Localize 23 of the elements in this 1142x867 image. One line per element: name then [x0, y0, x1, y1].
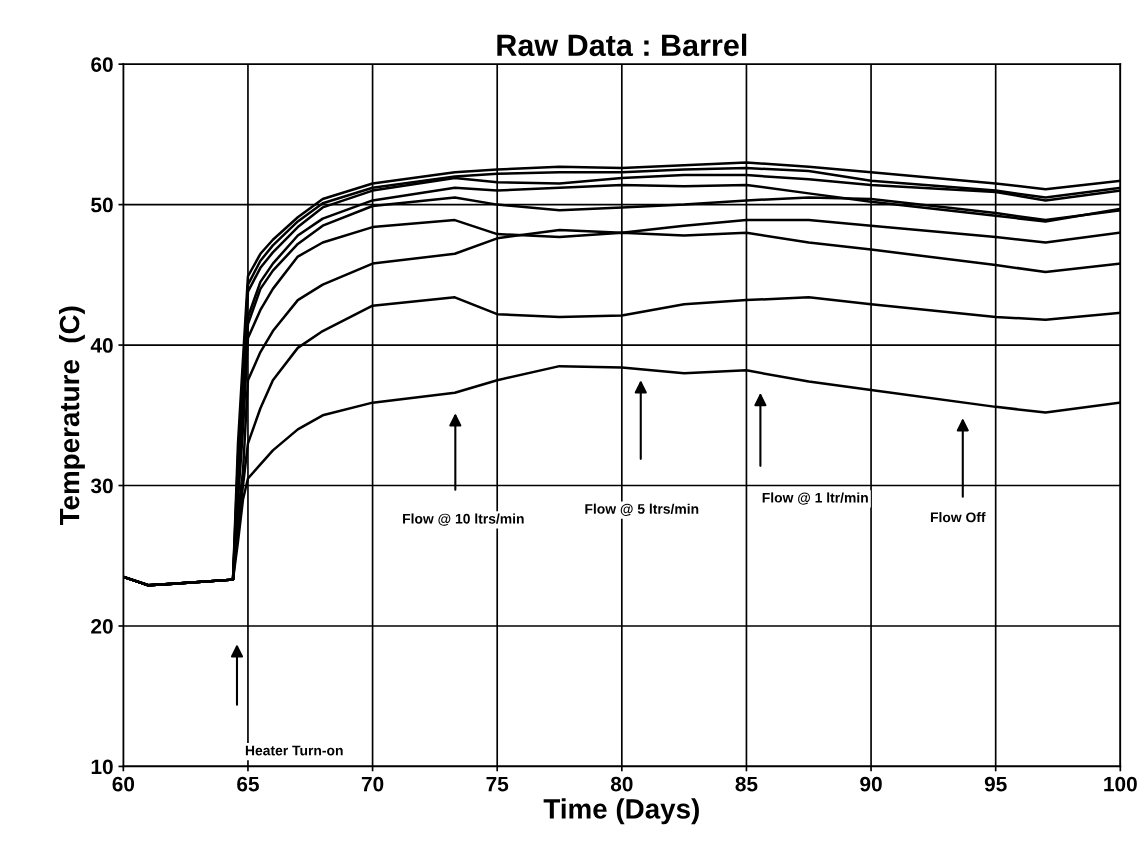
x-tick-label: 65	[237, 776, 259, 792]
x-tick-label: 75	[486, 776, 509, 792]
annotation: Flow Off	[930, 512, 986, 523]
y-tick-label: 10	[91, 759, 113, 775]
y-tick-label: 50	[91, 197, 113, 213]
y-tick-label: 30	[90, 478, 113, 494]
chart-title: Raw Data : Barrel	[497, 33, 747, 57]
y-tick-label: 40	[90, 338, 113, 353]
annotation: Flow @ 10 ltrs/min	[403, 513, 524, 526]
x-tick-label: 80	[610, 776, 633, 792]
x-tick-label: 85	[735, 776, 758, 792]
x-tick-label: 95	[984, 776, 1007, 792]
x-tick-label: 90	[860, 776, 882, 792]
y-tick-label: 20	[91, 618, 113, 634]
annotation: Flow @ 5 ltrs/min	[585, 503, 699, 516]
x-tick-label: 70	[361, 776, 384, 792]
y-axis-title: Temperature (C)	[58, 306, 85, 526]
x-tick-label: 100	[1104, 776, 1137, 792]
y-tick-label: 60	[91, 57, 113, 72]
x-tick-label: 60	[112, 776, 135, 792]
x-axis-title: Time (Days)	[543, 798, 699, 825]
annotation: Flow @ 1 ltr/min	[762, 492, 868, 505]
annotation: Heater Turn-on	[245, 745, 343, 756]
